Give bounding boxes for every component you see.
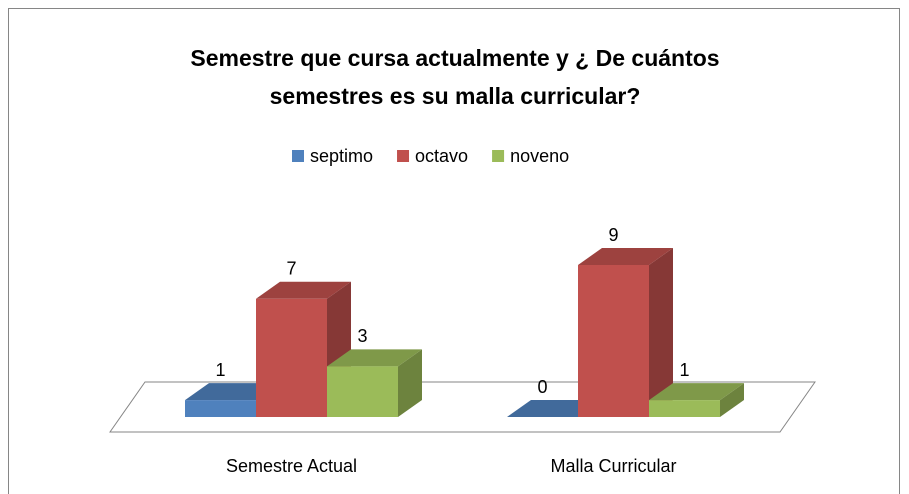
bar-side (720, 383, 744, 417)
data-label: 1 (215, 360, 225, 380)
data-label: 0 (537, 377, 547, 397)
legend-label: noveno (510, 146, 569, 166)
bar-top (578, 248, 673, 265)
x-tick-label: Malla Curricular (550, 456, 676, 476)
chart-title: Semestre que cursa actualmente y ¿ De cu… (190, 45, 719, 71)
legend-swatch (292, 150, 304, 162)
bar-front (327, 366, 398, 417)
data-label: 3 (357, 326, 367, 346)
bar-front (649, 400, 720, 417)
legend-label: octavo (415, 146, 468, 166)
chart-border (8, 8, 900, 494)
bar (327, 349, 422, 417)
floor (109, 381, 816, 433)
bar-front (256, 298, 327, 417)
bar-top (256, 281, 351, 299)
bar-front (185, 400, 256, 417)
chart-title: semestres es su malla curricular? (270, 83, 641, 109)
bar (578, 248, 673, 417)
bar-top (327, 349, 422, 367)
bar-top (649, 383, 744, 401)
bar-side (398, 349, 422, 417)
x-tick-label: Semestre Actual (226, 456, 357, 476)
bar (649, 383, 744, 417)
legend-swatch (492, 150, 505, 162)
data-label: 7 (286, 259, 296, 279)
bar-front (578, 265, 649, 417)
legend-swatch (397, 150, 410, 162)
bar-side (649, 248, 673, 417)
data-label: 1 (679, 360, 689, 380)
legend-label: septimo (310, 146, 373, 166)
data-label: 9 (608, 225, 618, 245)
